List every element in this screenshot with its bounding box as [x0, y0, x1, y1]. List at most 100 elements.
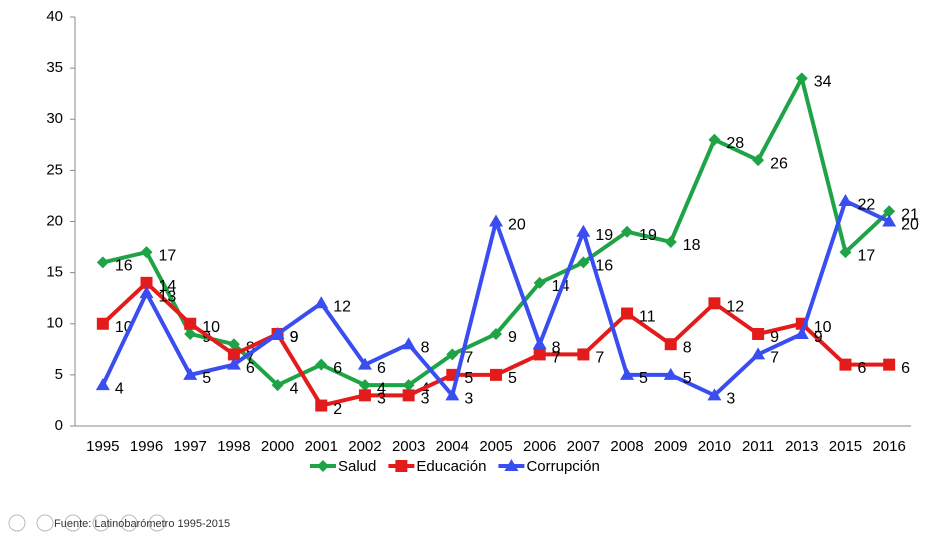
point — [708, 133, 721, 146]
data-label: 5 — [508, 370, 517, 387]
x-tick-label: 2011 — [742, 438, 774, 455]
y-tick-label: 10 — [46, 315, 63, 332]
data-label: 9 — [290, 329, 299, 346]
x-tick-label: 2010 — [698, 438, 731, 455]
point — [226, 357, 241, 370]
data-label: 8 — [683, 339, 692, 356]
x-tick-label: 2001 — [305, 438, 338, 455]
legend-label: Corrupción — [526, 458, 599, 475]
data-label: 8 — [421, 339, 430, 356]
point — [707, 388, 722, 401]
point — [751, 347, 766, 360]
legend-marker — [504, 459, 519, 471]
data-label: 4 — [377, 380, 386, 397]
data-label: 2 — [333, 401, 342, 418]
x-tick-label: 2005 — [479, 438, 512, 455]
data-label: 6 — [857, 360, 866, 377]
legend-item: Corrupción — [498, 458, 600, 475]
point — [445, 388, 460, 401]
point — [357, 357, 372, 370]
point — [533, 348, 546, 361]
data-label: 11 — [639, 309, 656, 326]
data-label: 14 — [159, 278, 177, 295]
data-label: 10 — [814, 319, 832, 336]
x-tick-label: 1996 — [130, 438, 163, 455]
data-label: 9 — [290, 329, 299, 346]
data-label: 26 — [770, 155, 788, 172]
point — [577, 256, 590, 269]
data-label: 6 — [377, 360, 386, 377]
data-label: 34 — [814, 74, 832, 91]
data-label: 16 — [595, 258, 613, 275]
y-tick-label: 30 — [46, 110, 63, 127]
point — [533, 276, 546, 289]
series: 4 13 5 6 9 12 6 8 3 20 8 19 5 5 3 7 9 22 20 — [95, 194, 919, 408]
point — [839, 246, 852, 259]
x-tick-label: 1997 — [174, 438, 207, 455]
point — [227, 348, 240, 361]
x-tick-label: 2002 — [348, 438, 381, 455]
point — [882, 214, 897, 227]
point — [576, 224, 591, 237]
point — [708, 297, 721, 310]
data-label: 9 — [508, 329, 517, 346]
point — [446, 348, 459, 361]
y-tick-label: 35 — [46, 59, 63, 76]
data-label: 16 — [115, 258, 133, 275]
y-tick-label: 15 — [46, 264, 63, 281]
point — [184, 327, 197, 340]
data-label: 10 — [202, 319, 220, 336]
point — [140, 246, 153, 259]
data-label: 7 — [464, 350, 473, 367]
data-label: 4 — [115, 380, 124, 397]
data-label: 7 — [552, 350, 561, 367]
x-tick-label: 2016 — [872, 438, 905, 455]
point — [838, 194, 853, 207]
data-label: 9 — [814, 329, 823, 346]
point — [140, 276, 153, 289]
source-note: Fuente: Latinobarómetro 1995-2015 — [54, 518, 230, 530]
legend-label: Educación — [416, 458, 486, 475]
point — [96, 317, 109, 330]
x-tick-label: 2004 — [436, 438, 469, 455]
x-tick-label: 2006 — [523, 438, 556, 455]
point — [358, 389, 371, 402]
point — [664, 235, 677, 248]
data-label: 19 — [595, 227, 613, 244]
point — [315, 358, 328, 371]
legend-marker — [395, 460, 408, 472]
data-label: 3 — [726, 391, 735, 408]
point — [95, 378, 110, 391]
point — [315, 399, 328, 412]
data-label: 5 — [202, 370, 211, 387]
data-label: 17 — [857, 247, 875, 264]
point — [794, 326, 809, 339]
series: 16 17 9 8 4 6 4 4 7 9 14 16 19 18 28 26 34 17 21 — [96, 72, 919, 397]
point — [489, 214, 503, 227]
point — [183, 367, 198, 380]
point — [883, 205, 896, 218]
point — [752, 154, 765, 167]
x-tick-label: 2015 — [829, 438, 862, 455]
point — [358, 379, 371, 392]
x-tick-label: 2013 — [785, 438, 818, 455]
point — [227, 338, 240, 351]
data-label: 7 — [770, 350, 779, 367]
point — [270, 326, 285, 339]
data-label: 5 — [639, 370, 648, 387]
data-label: 17 — [159, 247, 177, 264]
point — [139, 286, 154, 299]
point — [839, 358, 852, 371]
point — [620, 367, 635, 380]
data-label: 7 — [246, 350, 255, 367]
y-tick-label: 0 — [55, 417, 63, 434]
data-label: 4 — [290, 380, 299, 397]
y-tick-label: 5 — [55, 366, 63, 383]
point — [96, 256, 109, 269]
data-label: 3 — [464, 391, 473, 408]
y-tick-label: 25 — [46, 161, 63, 178]
data-label: 5 — [464, 370, 473, 387]
